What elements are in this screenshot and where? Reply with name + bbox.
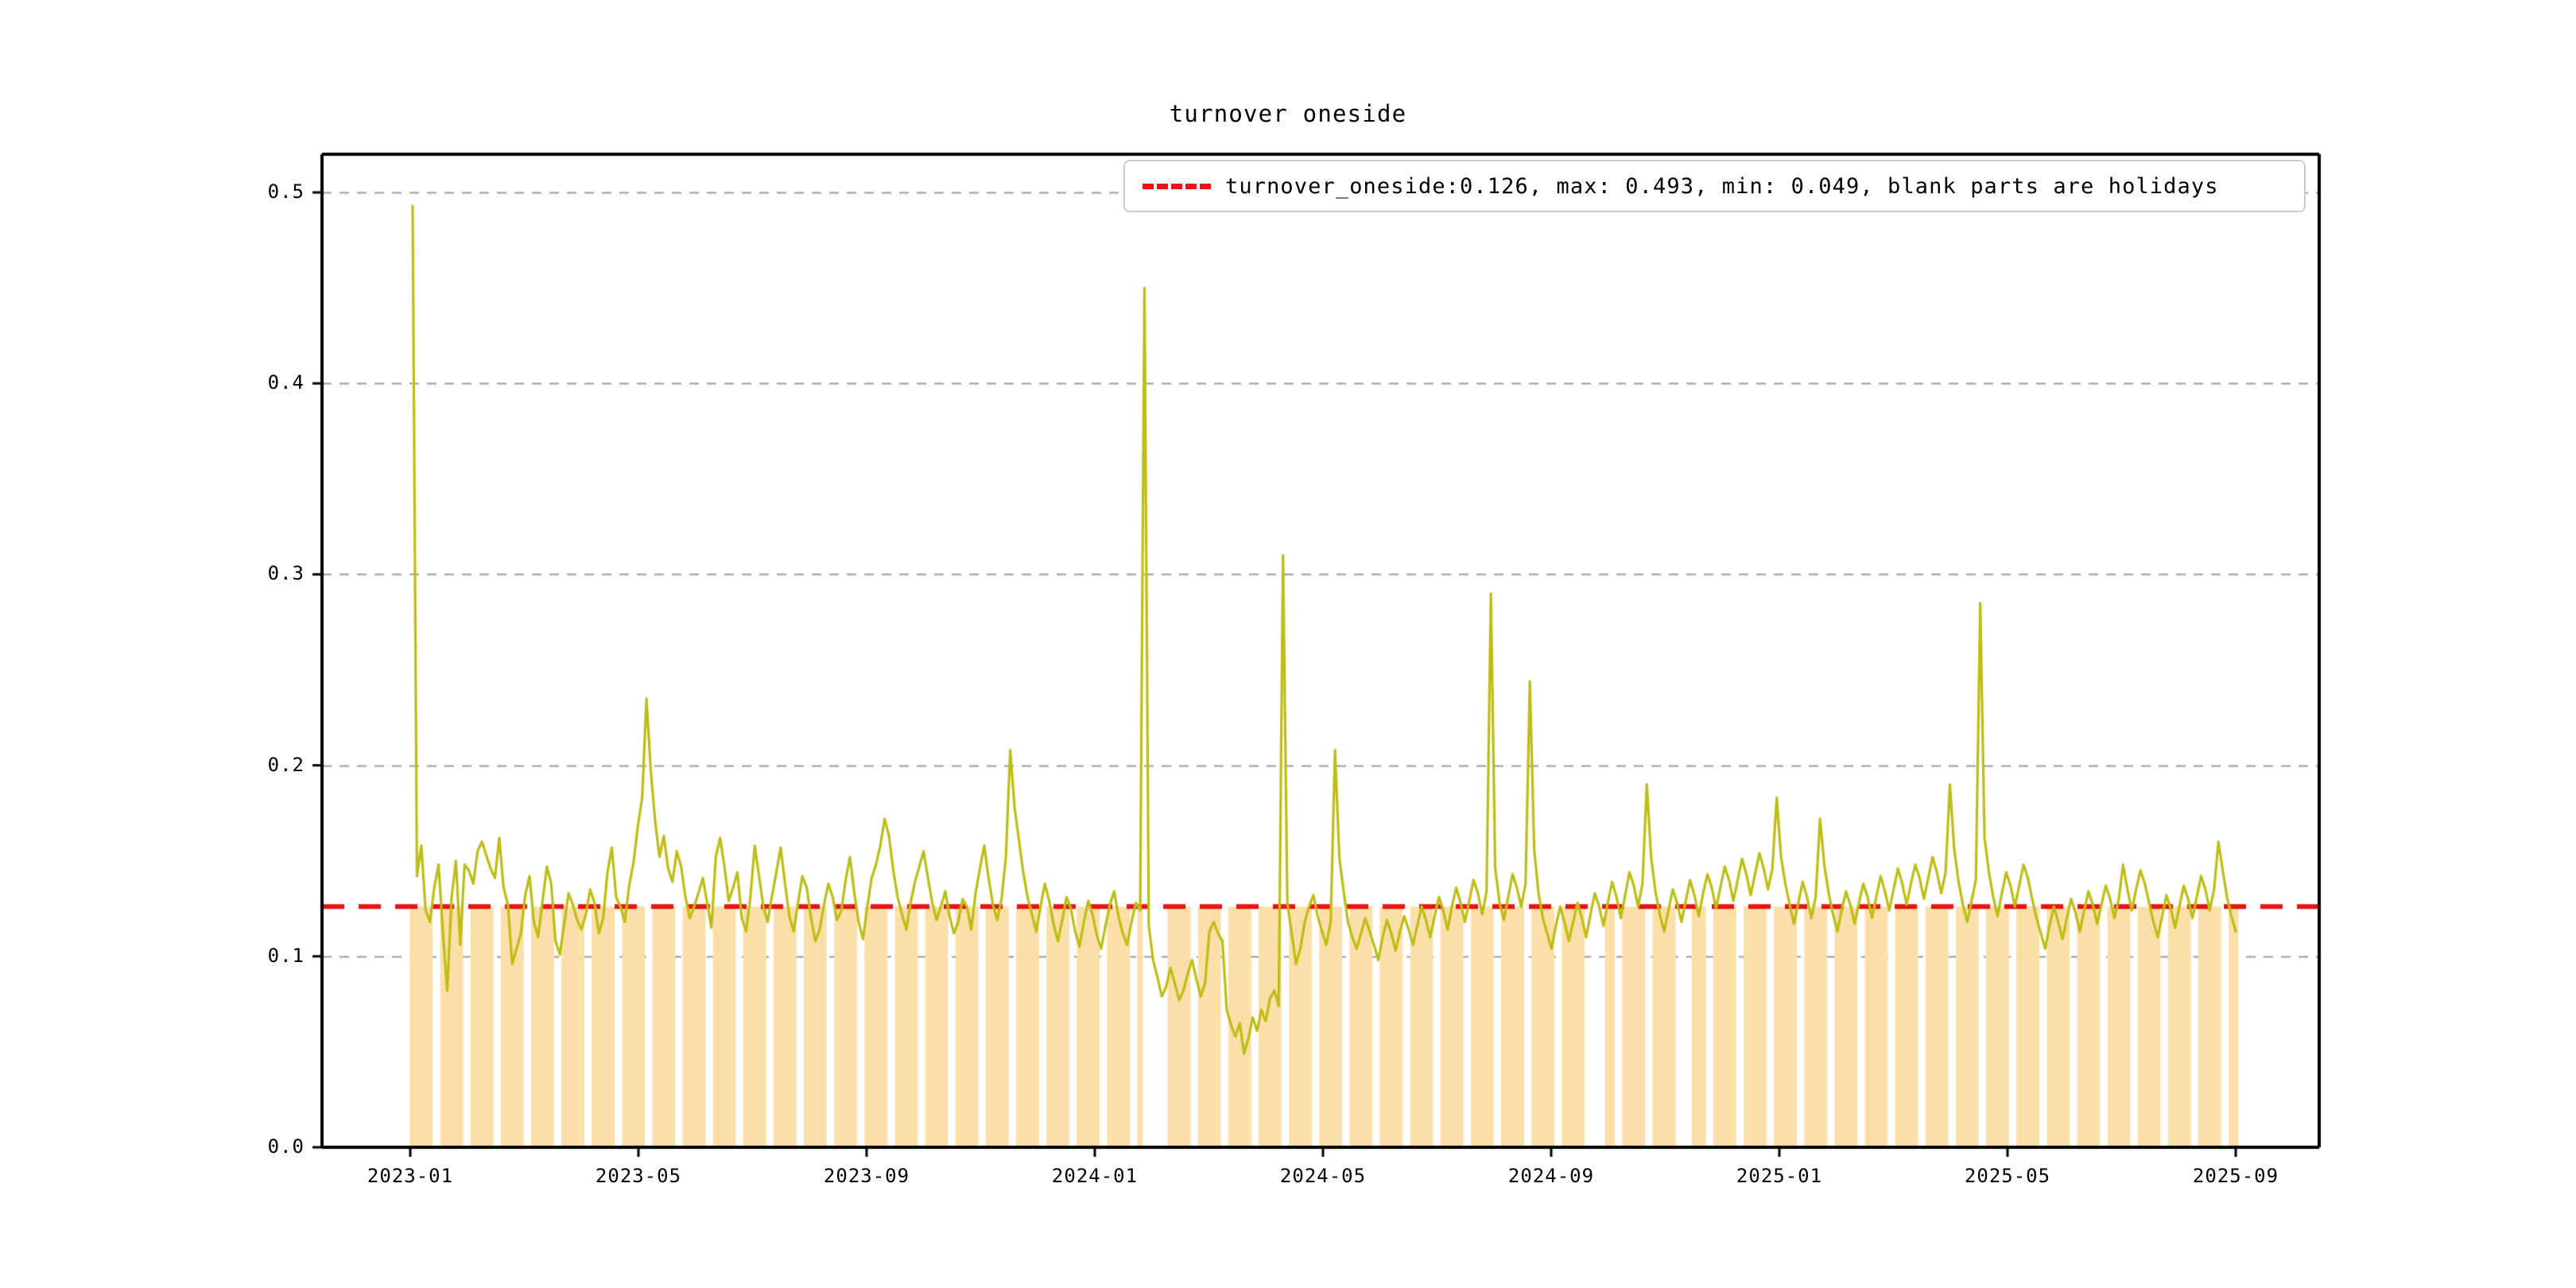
chart-legend: turnover_oneside:0.126, max: 0.493, min:… [1123,160,2306,212]
x-tick-label: 2024-01 [1051,1165,1139,1187]
y-tick-label: 0.4 [267,371,305,394]
x-tick-label: 2023-05 [595,1165,682,1187]
y-tick-label: 0.5 [267,180,305,204]
legend-label: turnover_oneside:0.126, max: 0.493, min:… [1225,173,2219,199]
x-tick-label: 2025-01 [1736,1165,1823,1187]
y-tick-label: 0.3 [267,562,305,585]
x-tick-label: 2025-05 [1964,1165,2051,1187]
x-tick-label: 2023-09 [823,1165,910,1187]
x-tick-label: 2024-09 [1507,1165,1595,1187]
legend-dashed-line-icon [1143,183,1211,189]
y-tick-label: 0.1 [267,944,305,967]
legend-entry-turnover-oneside: turnover_oneside:0.126, max: 0.493, min:… [1125,161,2304,211]
x-tick-label: 2025-09 [2192,1165,2279,1187]
y-tick-label: 0.2 [267,753,305,776]
y-tick-label: 0.0 [267,1135,305,1158]
x-tick-label: 2024-05 [1279,1165,1367,1187]
x-tick-label: 2023-01 [367,1165,454,1187]
